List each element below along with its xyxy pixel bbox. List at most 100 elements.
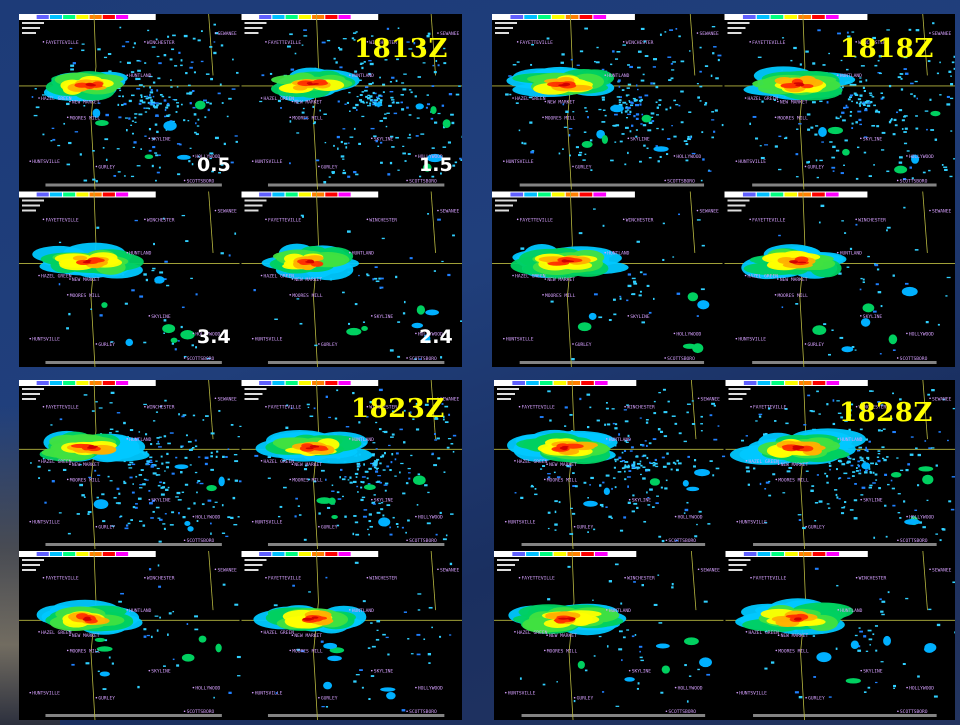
town-label: GURLEY: [98, 525, 115, 531]
radar-panels: FAYETTEVILLE WINCHESTER SEWANEE HUNTLAND HAZ…: [492, 14, 955, 367]
town-label: HUNTLAND: [607, 251, 629, 257]
town-label: WINCHESTER: [626, 217, 654, 223]
town-label: MOORES MILL: [70, 293, 101, 299]
town-label: NEW MARKET: [72, 633, 100, 639]
town-label: FAYETTEVILLE: [45, 576, 78, 582]
town-label: MOORES MILL: [547, 648, 578, 654]
town-label: HAZEL GREEN: [41, 630, 72, 636]
town-label: HUNTSVILLE: [508, 691, 536, 697]
town-label: WINCHESTER: [369, 217, 397, 223]
town-label: MOORES MILL: [292, 115, 323, 121]
town-label: HOLLYWOOD: [418, 686, 443, 692]
town-label: SKYLINE: [863, 669, 883, 675]
radar-quadrant-1818z: FAYETTEVILLE WINCHESTER SEWANEE HUNTLAND HAZ…: [492, 14, 955, 367]
town-label: HUNTSVILLE: [506, 337, 534, 343]
radar-panel-r1c0: FAYETTEVILLE WINCHESTER SEWANEE HUNTLAND HAZ…: [492, 191, 723, 367]
town-label: WINCHESTER: [147, 217, 175, 223]
town-label: GURLEY: [321, 164, 338, 170]
radar-panel-r0c0: FAYETTEVILLE WINCHESTER SEWANEE HUNTLAND HAZ…: [494, 380, 726, 550]
town-label: HOLLYWOOD: [195, 154, 220, 160]
town-label: GURLEY: [807, 342, 824, 348]
town-label: HUNTLAND: [129, 608, 151, 614]
radar-panels: FAYETTEVILLE WINCHESTER SEWANEE HUNTLAND HAZ…: [494, 380, 955, 720]
radar-quadrant-1813z: FAYETTEVILLE WINCHESTER SEWANEE HUNTLAND HAZ…: [19, 14, 462, 367]
town-label: SCOTTSBORO: [667, 356, 695, 362]
town-label: HUNTSVILLE: [255, 520, 283, 526]
town-label: HUNTLAND: [840, 437, 862, 443]
town-label: GURLEY: [808, 525, 825, 531]
town-label: NEW MARKET: [547, 277, 575, 283]
town-label: SEWANEE: [440, 31, 460, 37]
town-label: HOLLYWOOD: [418, 154, 443, 160]
town-label: NEW MARKET: [547, 100, 575, 106]
town-label: HUNTLAND: [352, 73, 374, 79]
town-label: HUNTLAND: [840, 251, 862, 257]
town-label: HAZEL GREEN: [264, 630, 295, 636]
town-label: SCOTTSBORO: [409, 178, 437, 184]
town-label: HOLLYWOOD: [676, 331, 701, 337]
town-label: NEW MARKET: [72, 100, 100, 106]
town-label: SKYLINE: [374, 136, 394, 142]
town-label: HAZEL GREEN: [748, 630, 779, 636]
town-label: HUNTLAND: [129, 251, 151, 257]
town-label: HOLLYWOOD: [195, 686, 220, 692]
elevation-label-br: 2.4: [419, 326, 453, 348]
town-label: HOLLYWOOD: [678, 686, 703, 692]
town-label: MOORES MILL: [778, 477, 809, 483]
town-label: HUNTLAND: [352, 608, 374, 614]
radar-panel-r0c1: FAYETTEVILLE WINCHESTER SEWANEE HUNTLAND HAZ…: [724, 14, 955, 190]
town-label: HUNTSVILLE: [32, 520, 60, 526]
radar-panel-r0c1: FAYETTEVILLE WINCHESTER SEWANEE HUNTLAND HAZ…: [725, 380, 955, 550]
town-label: SKYLINE: [151, 498, 171, 504]
town-label: HUNTSVILLE: [32, 691, 60, 697]
town-label: SKYLINE: [863, 136, 883, 142]
town-label: SKYLINE: [863, 314, 883, 320]
town-label: HUNTLAND: [609, 437, 631, 443]
town-label: MOORES MILL: [292, 477, 323, 483]
town-label: HUNTLAND: [607, 73, 629, 79]
town-label: NEW MARKET: [549, 462, 577, 468]
town-label: GURLEY: [807, 164, 824, 170]
town-label: HUNTSVILLE: [255, 337, 283, 343]
town-label: SCOTTSBORO: [409, 356, 437, 362]
town-label: MOORES MILL: [545, 293, 576, 299]
time-label: 1823Z: [351, 394, 445, 424]
town-label: HOLLYWOOD: [909, 154, 934, 160]
radar-panel-r0c1: FAYETTEVILLE WINCHESTER SEWANEE HUNTLAND HAZ…: [241, 380, 462, 550]
town-label: HAZEL GREEN: [748, 273, 779, 279]
town-label: SKYLINE: [151, 314, 171, 320]
town-label: GURLEY: [575, 164, 592, 170]
town-label: MOORES MILL: [292, 293, 323, 299]
town-label: NEW MARKET: [780, 277, 808, 283]
town-label: NEW MARKET: [294, 462, 322, 468]
town-label: SEWANEE: [217, 567, 237, 573]
radar-panel-r0c0: FAYETTEVILLE WINCHESTER SEWANEE HUNTLAND HAZ…: [19, 14, 240, 190]
town-label: HAZEL GREEN: [41, 459, 72, 465]
town-label: WINCHESTER: [147, 40, 175, 46]
town-label: HUNTSVILLE: [255, 691, 283, 697]
town-label: SEWANEE: [440, 396, 460, 402]
town-label: SKYLINE: [374, 498, 394, 504]
town-label: HAZEL GREEN: [41, 273, 72, 279]
town-label: GURLEY: [808, 696, 825, 702]
town-label: HUNTLAND: [129, 437, 151, 443]
town-label: SEWANEE: [701, 396, 721, 402]
town-label: HOLLYWOOD: [195, 515, 220, 521]
town-label: MOORES MILL: [778, 648, 809, 654]
town-label: HUNTLAND: [840, 73, 862, 79]
town-label: HAZEL GREEN: [517, 459, 548, 465]
town-label: SCOTTSBORO: [900, 178, 928, 184]
town-label: GURLEY: [575, 342, 592, 348]
radar-panels: FAYETTEVILLE WINCHESTER SEWANEE HUNTLAND HAZ…: [19, 14, 462, 367]
town-label: GURLEY: [321, 525, 338, 531]
town-label: WINCHESTER: [369, 405, 397, 411]
town-label: HUNTLAND: [352, 251, 374, 257]
town-label: HOLLYWOOD: [909, 515, 934, 521]
town-label: FAYETTEVILLE: [268, 40, 301, 46]
town-label: HAZEL GREEN: [748, 96, 779, 102]
town-label: HUNTSVILLE: [32, 159, 60, 165]
town-label: SKYLINE: [863, 498, 883, 504]
town-label: NEW MARKET: [781, 633, 809, 639]
town-label: HAZEL GREEN: [41, 96, 72, 102]
town-label: HUNTSVILLE: [739, 520, 767, 526]
